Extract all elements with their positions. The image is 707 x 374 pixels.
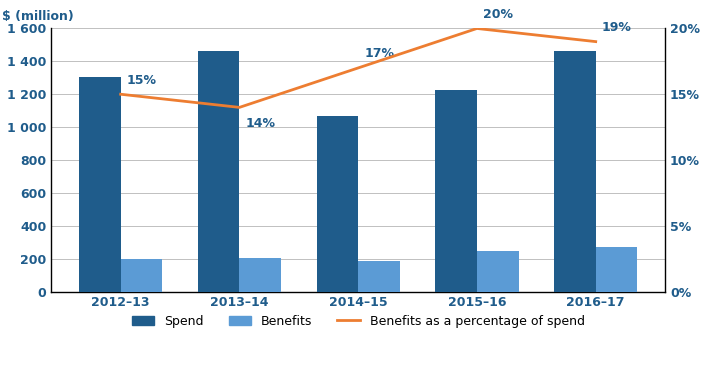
Legend: Spend, Benefits, Benefits as a percentage of spend: Spend, Benefits, Benefits as a percentag… (127, 310, 590, 332)
Bar (358, 261, 399, 292)
Text: 19%: 19% (602, 21, 631, 34)
Bar (477, 251, 518, 292)
Bar (240, 258, 281, 292)
Bar (198, 52, 240, 292)
Bar (121, 259, 162, 292)
Bar (317, 116, 358, 292)
Bar (436, 90, 477, 292)
Text: 20%: 20% (483, 8, 513, 21)
Text: 15%: 15% (127, 74, 156, 87)
Text: 14%: 14% (245, 117, 275, 130)
Text: 17%: 17% (364, 47, 394, 61)
Text: $ (million): $ (million) (2, 10, 74, 23)
Bar (79, 77, 121, 292)
Bar (596, 247, 637, 292)
Bar (554, 50, 596, 292)
